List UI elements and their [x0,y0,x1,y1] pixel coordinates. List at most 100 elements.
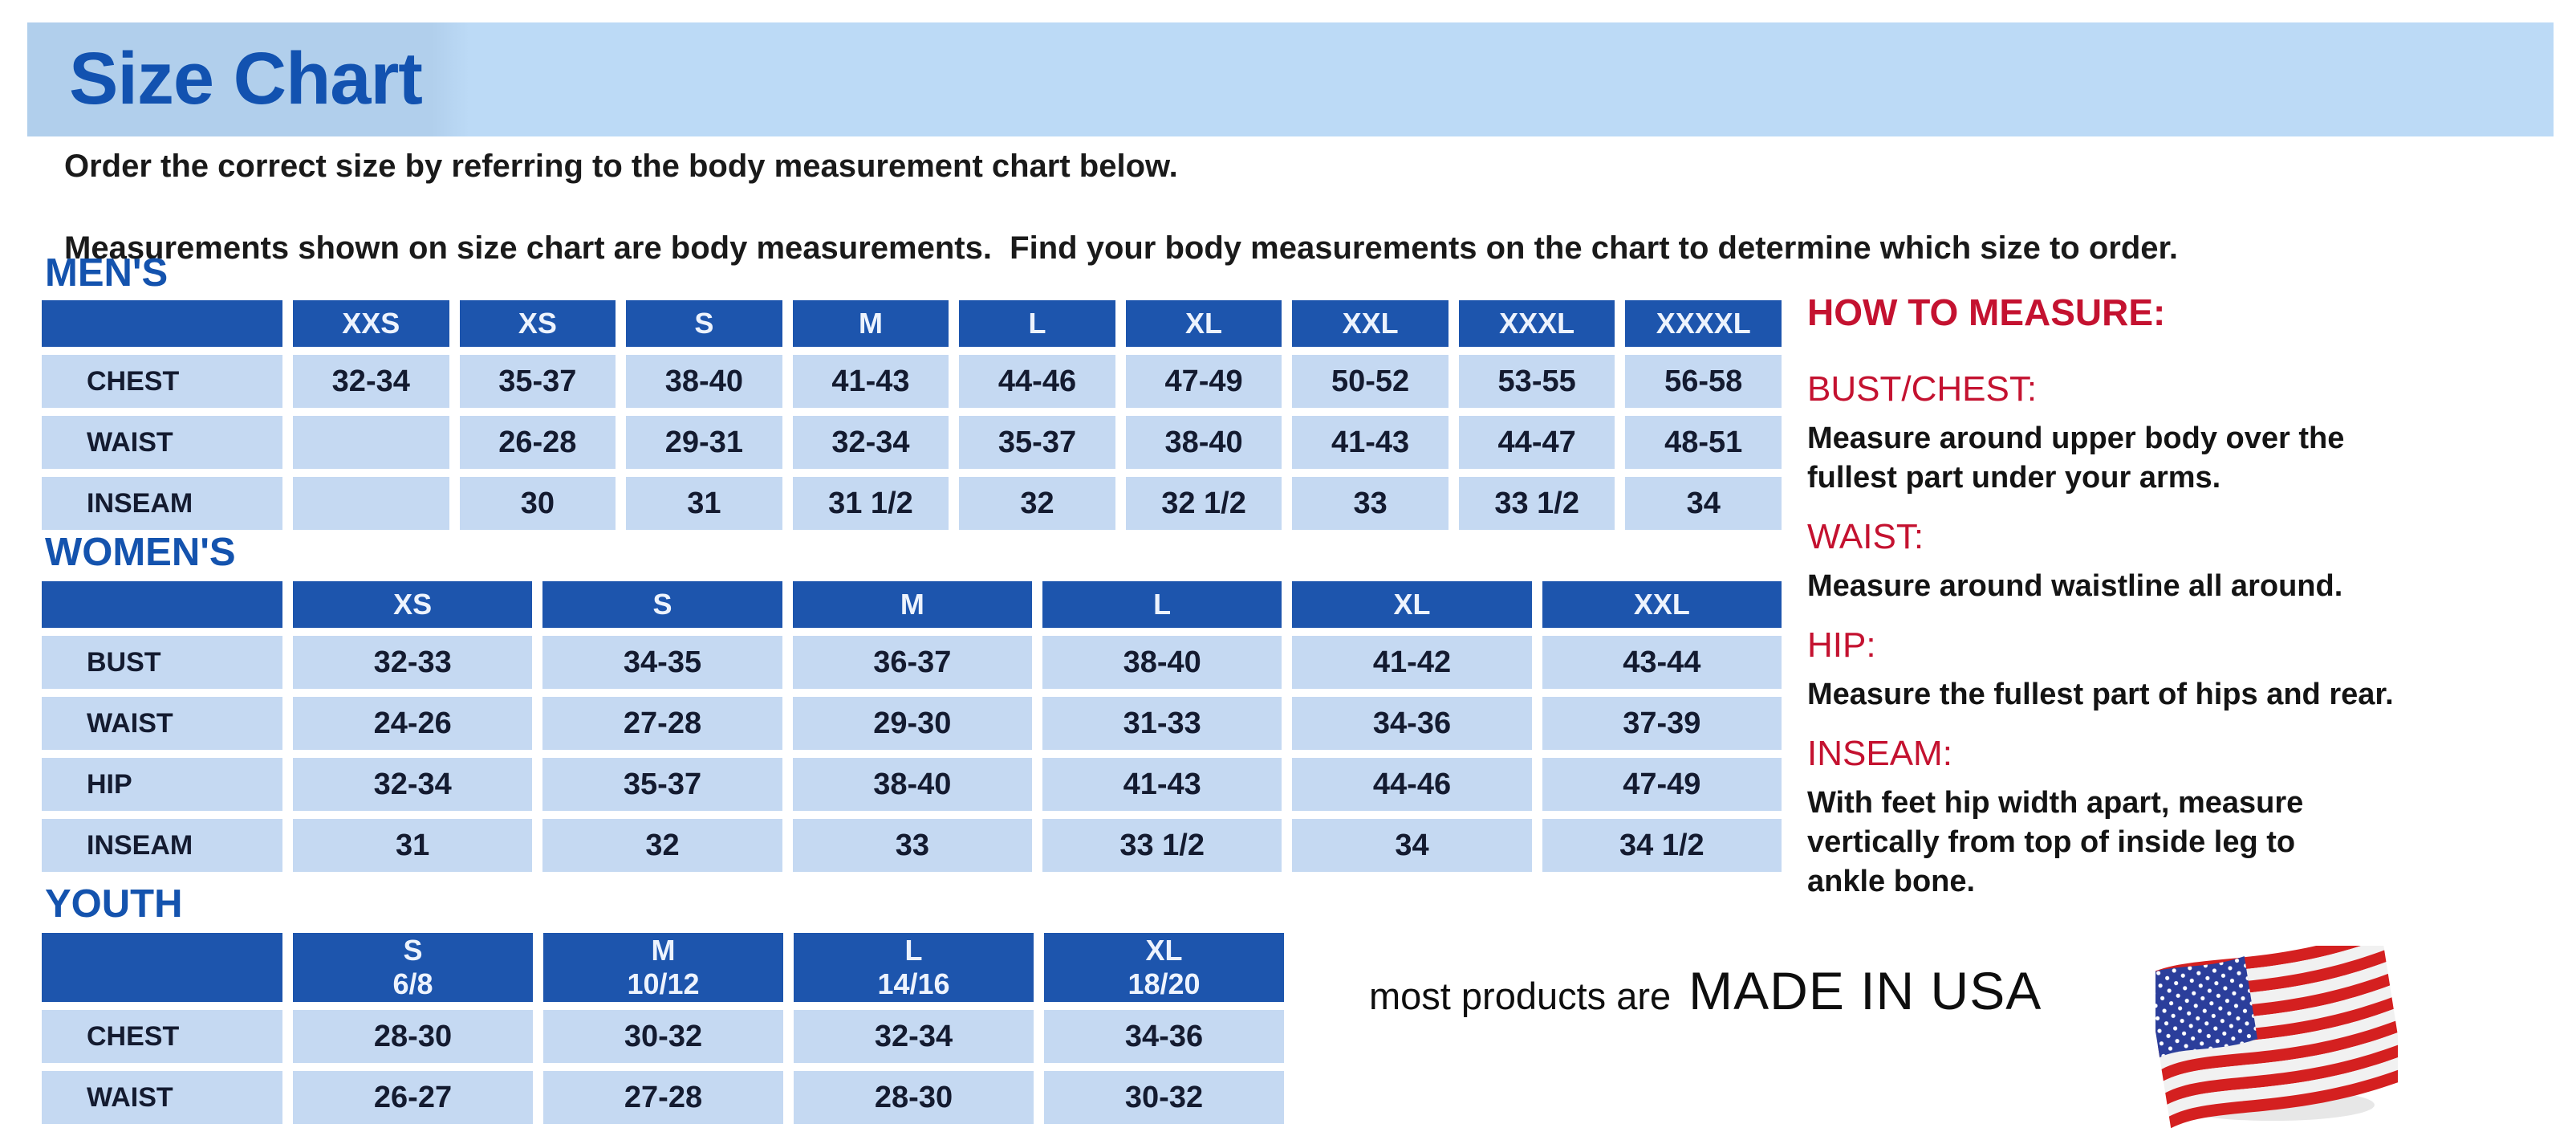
mens-cell [293,477,449,530]
mens-cell: 48-51 [1625,416,1782,469]
mens-cell: 30 [459,477,616,530]
youth-cell: 30-32 [1044,1071,1284,1124]
womens-column-header: XL [1292,581,1532,628]
womens-cell: 27-28 [542,697,782,750]
womens-cell: 44-46 [1292,758,1532,811]
youth-column-header: S 6/8 [293,933,533,1002]
mens-cell: 32-34 [293,355,449,408]
mens-cell: 31 [626,477,782,530]
measure-text-bust-chest: Measure around upper body over the fulle… [1807,421,2345,495]
flag-body [2155,946,2398,1129]
mens-cell: 47-49 [1125,355,1282,408]
womens-cell: 34 [1292,819,1532,872]
measure-text-waist: Measure around waistline all around. [1807,569,2343,603]
mens-cell: 56-58 [1625,355,1782,408]
womens-cell: 32-34 [293,758,533,811]
mens-row-label: WAIST [42,416,282,469]
measure-text-inseam: With feet hip width apart, measure verti… [1807,786,2304,898]
womens-cell: 24-26 [293,697,533,750]
mens-corner-cell [42,300,282,347]
youth-cell: 28-30 [794,1071,1034,1124]
youth-cell: 28-30 [293,1010,533,1063]
measure-label-bust-chest: BUST/CHEST: [1807,369,2038,409]
womens-cell: 29-30 [792,697,1032,750]
womens-cell: 33 [792,819,1032,872]
mens-column-header: XXXL [1458,300,1615,347]
made-in-usa-prefix: most products are [1369,975,1672,1017]
youth-cell: 32-34 [794,1010,1034,1063]
mens-cell: 38-40 [1125,416,1282,469]
measure-label-inseam: INSEAM: [1807,734,1952,773]
womens-row-label: BUST [42,636,282,689]
womens-cell: 34-35 [542,636,782,689]
womens-cell: 47-49 [1542,758,1782,811]
measure-label-waist: WAIST: [1807,517,1924,556]
mens-cell: 35-37 [959,416,1115,469]
intro-line-1: Order the correct size by referring to t… [64,149,1178,184]
usa-flag-icon [2155,946,2398,1129]
page-title: Size Chart [69,38,423,120]
mens-cell: 33 [1292,477,1448,530]
mens-cell: 44-46 [959,355,1115,408]
measure-text-hip: Measure the fullest part of hips and rea… [1807,678,2394,711]
mens-cell: 50-52 [1292,355,1448,408]
womens-column-header: XS [293,581,533,628]
womens-cell: 37-39 [1542,697,1782,750]
womens-cell: 34-36 [1292,697,1532,750]
womens-cell: 41-42 [1292,636,1532,689]
mens-cell: 26-28 [459,416,616,469]
womens-cell: 33 1/2 [1042,819,1282,872]
youth-row-label: WAIST [42,1071,282,1124]
how-to-measure-heading: HOW TO MEASURE: [1807,291,2166,333]
mens-cell: 38-40 [626,355,782,408]
youth-corner-cell [42,933,282,1002]
mens-cell: 44-47 [1458,416,1615,469]
womens-row-label: INSEAM [42,819,282,872]
youth-cell: 30-32 [543,1010,783,1063]
mens-cell: 31 1/2 [792,477,949,530]
made-in-usa-line: most products are MADE IN USA [1369,960,2042,1021]
youth-section-heading: YOUTH [45,882,183,926]
mens-cell: 32 1/2 [1125,477,1282,530]
flag-stars [2155,956,2257,1058]
womens-cell: 31-33 [1042,697,1282,750]
mens-cell: 35-37 [459,355,616,408]
womens-cell: 34 1/2 [1542,819,1782,872]
womens-column-header: L [1042,581,1282,628]
womens-cell: 31 [293,819,533,872]
youth-cell: 27-28 [543,1071,783,1124]
womens-cell: 32 [542,819,782,872]
mens-row-label: CHEST [42,355,282,408]
womens-column-header: S [542,581,782,628]
mens-column-header: L [959,300,1115,347]
womens-cell: 41-43 [1042,758,1282,811]
mens-size-table: XXS XS S M L XL XXL XXXL XXXXL CHEST 32-… [42,300,1782,530]
womens-section-heading: WOMEN'S [45,531,236,574]
mens-cell: 53-55 [1458,355,1615,408]
mens-column-header: S [626,300,782,347]
mens-column-header: XS [459,300,616,347]
mens-cell: 32 [959,477,1115,530]
mens-column-header: M [792,300,949,347]
mens-section-heading: MEN'S [45,251,169,295]
youth-column-header: XL 18/20 [1044,933,1284,1002]
mens-cell: 32-34 [792,416,949,469]
youth-cell: 34-36 [1044,1010,1284,1063]
womens-cell: 36-37 [792,636,1032,689]
mens-cell: 34 [1625,477,1782,530]
womens-column-header: M [792,581,1032,628]
mens-cell: 29-31 [626,416,782,469]
youth-row-label: CHEST [42,1010,282,1063]
womens-cell: 43-44 [1542,636,1782,689]
mens-row-label: INSEAM [42,477,282,530]
mens-cell [293,416,449,469]
mens-cell: 33 1/2 [1458,477,1615,530]
youth-cell: 26-27 [293,1071,533,1124]
youth-column-header: L 14/16 [794,933,1034,1002]
intro-text: Order the correct size by referring to t… [64,146,2178,269]
womens-cell: 38-40 [1042,636,1282,689]
mens-column-header: XXS [293,300,449,347]
intro-line-2: Measurements shown on size chart are bod… [64,230,2178,266]
womens-column-header: XXL [1542,581,1782,628]
made-in-usa-text: MADE IN USA [1688,961,2042,1020]
